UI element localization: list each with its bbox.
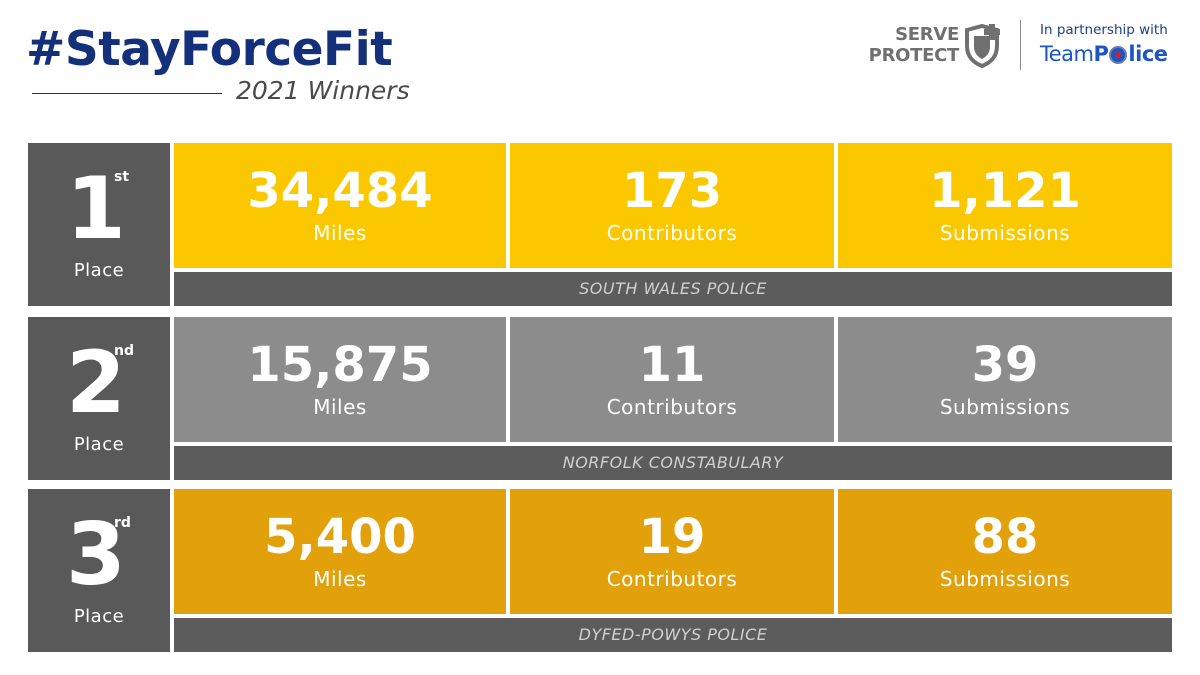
team-name: NORFOLK CONSTABULARY [174, 446, 1172, 480]
second-place-row: 2 nd Place 15,875 Miles 11 Contributors … [28, 317, 1172, 480]
serve-protect-wordmark: SERVE PROTECT [853, 24, 960, 66]
submissions-value: 88 [971, 509, 1039, 565]
page-subtitle: 2021 Winners [236, 76, 410, 105]
first-place-row: 1 st Place 34,484 Miles 173 Contributors… [28, 143, 1172, 306]
rank-number: 3 [66, 505, 126, 605]
team-word: Team [1040, 42, 1094, 66]
partner-label: In partnership with [1040, 22, 1168, 38]
rank-badge: 2 nd Place [28, 317, 170, 480]
rank-number: 1 [66, 159, 126, 259]
page-title: #StayForceFit [26, 22, 393, 77]
rank-badge: 1 st Place [28, 143, 170, 306]
submissions-label: Submissions [939, 567, 1071, 591]
shield-plus-icon [965, 24, 1000, 68]
miles-label: Miles [313, 395, 367, 419]
rank-badge: 3 rd Place [28, 489, 170, 652]
contributors-label: Contributors [606, 395, 738, 419]
contributors-label: Contributors [606, 567, 738, 591]
contributors-value: 11 [638, 337, 706, 393]
contributors-value: 173 [621, 163, 723, 219]
miles-tile: 34,484 Miles [174, 143, 506, 268]
rank-number: 2 [66, 333, 126, 433]
submissions-label: Submissions [939, 221, 1071, 245]
submissions-label: Submissions [939, 395, 1071, 419]
submissions-tile: 39 Submissions [838, 317, 1172, 442]
contributors-tile: 19 Contributors [510, 489, 834, 614]
submissions-tile: 1,121 Submissions [838, 143, 1172, 268]
police-badge-icon [1109, 46, 1128, 64]
subtitle-divider [32, 93, 222, 94]
rank-label: Place [73, 434, 125, 455]
miles-value: 15,875 [247, 337, 433, 393]
police-rest: lice [1128, 42, 1168, 66]
rank-suffix: nd [114, 343, 134, 359]
police-p: P [1093, 42, 1109, 66]
miles-label: Miles [313, 221, 367, 245]
submissions-value: 1,121 [929, 163, 1081, 219]
contributors-tile: 173 Contributors [510, 143, 834, 268]
submissions-tile: 88 Submissions [838, 489, 1172, 614]
rank-label: Place [73, 260, 125, 281]
contributors-tile: 11 Contributors [510, 317, 834, 442]
miles-value: 5,400 [264, 509, 416, 565]
serve-protect-logo: SERVE PROTECT [853, 24, 1003, 68]
logo-divider [1020, 20, 1021, 70]
protect-text: PROTECT [868, 45, 960, 66]
contributors-value: 19 [638, 509, 706, 565]
miles-tile: 15,875 Miles [174, 317, 506, 442]
contributors-label: Contributors [606, 221, 738, 245]
rank-suffix: rd [114, 515, 131, 531]
miles-label: Miles [313, 567, 367, 591]
miles-value: 34,484 [247, 163, 433, 219]
rank-label: Place [73, 606, 125, 627]
miles-tile: 5,400 Miles [174, 489, 506, 614]
third-place-row: 3 rd Place 5,400 Miles 19 Contributors 8… [28, 489, 1172, 652]
serve-text: SERVE [895, 24, 959, 45]
rank-suffix: st [114, 169, 130, 185]
team-name: DYFED-POWYS POLICE [174, 618, 1172, 652]
team-name: SOUTH WALES POLICE [174, 272, 1172, 306]
submissions-value: 39 [971, 337, 1039, 393]
